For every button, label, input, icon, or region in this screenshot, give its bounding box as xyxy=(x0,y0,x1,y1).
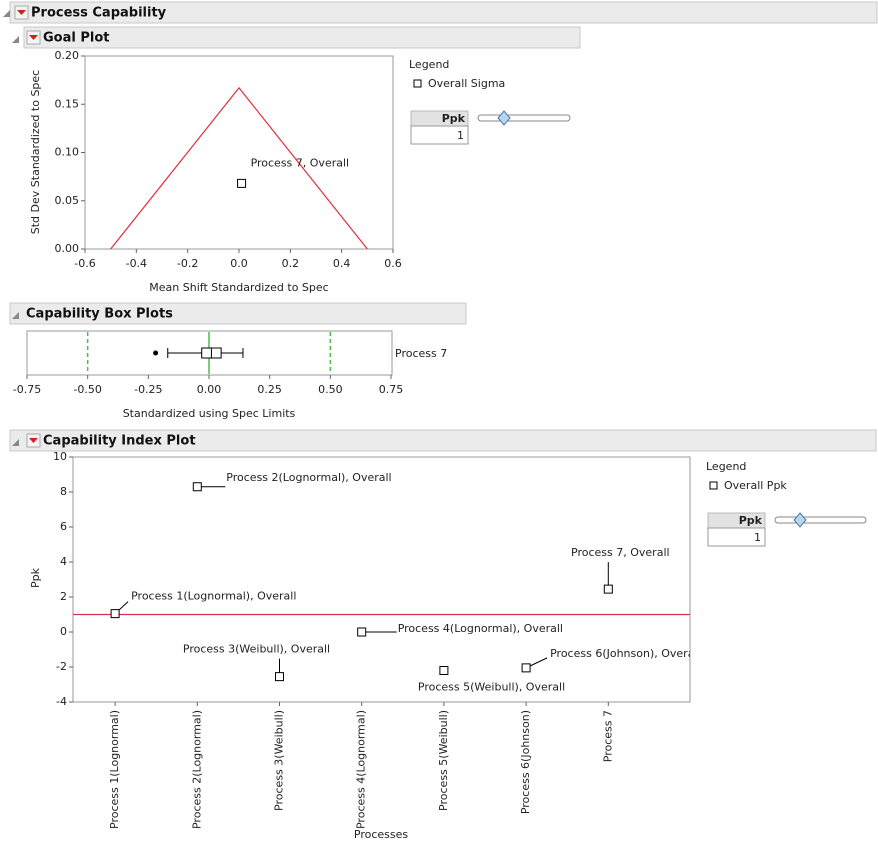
x-tick-label: -0.25 xyxy=(134,383,162,396)
y-tick-label: 0.15 xyxy=(55,97,80,110)
plot-frame xyxy=(72,456,691,703)
control-input[interactable] xyxy=(707,527,766,547)
y-tick-label: 6 xyxy=(60,520,67,533)
x-tick-label: Process 6(Johnson) xyxy=(519,710,532,814)
y-axis-label: Ppk xyxy=(29,567,42,588)
y-axis-label: Std Dev Standardized to Spec xyxy=(29,70,42,234)
legend-title: Legend xyxy=(706,460,746,473)
slider-track[interactable] xyxy=(774,516,867,524)
point-label: Process 7, Overall xyxy=(251,156,350,169)
y-tick-label: 0.05 xyxy=(55,194,80,207)
x-tick-label: -0.75 xyxy=(13,383,41,396)
section-title: Capability Index Plot xyxy=(43,434,196,449)
point-label: Process 5(Weibull), Overall xyxy=(418,681,565,694)
y-tick-label: 10 xyxy=(53,450,67,463)
x-tick-label: Process 5(Weibull) xyxy=(437,710,450,811)
x-tick-label: 0.0 xyxy=(230,257,248,270)
point-label: Process 3(Weibull), Overall xyxy=(183,643,330,656)
x-axis-label: Standardized using Spec Limits xyxy=(123,407,296,420)
data-point xyxy=(110,609,120,619)
legend-marker xyxy=(709,481,718,490)
menu-arrow xyxy=(29,438,38,443)
outlier xyxy=(153,350,159,356)
slider-thumb[interactable] xyxy=(497,110,511,126)
x-tick-label: Process 4(Lognormal) xyxy=(355,710,368,829)
data-point xyxy=(603,584,613,594)
plot-area: Process 1(Lognormal), Overall Process 2(L… xyxy=(73,471,700,694)
x-tick-label: 0.6 xyxy=(384,257,402,270)
y-tick-label: 8 xyxy=(60,485,67,498)
section-bar xyxy=(23,26,581,49)
plot-frame xyxy=(84,55,394,250)
data-point xyxy=(192,482,202,492)
y-tick-label: 0.10 xyxy=(55,146,80,159)
legend-marker xyxy=(413,79,422,88)
y-tick-label: 2 xyxy=(60,590,67,603)
section-bar xyxy=(9,429,877,452)
x-tick-label: 0.75 xyxy=(379,383,404,396)
goal-line xyxy=(110,86,368,250)
x-tick-label: Process 2(Lognormal) xyxy=(190,710,203,829)
x-tick-label: Process 3(Weibull) xyxy=(273,710,286,811)
section-title: Capability Box Plots xyxy=(26,307,173,322)
disclosure-icon[interactable] xyxy=(3,10,10,17)
point-label: Process 6(Johnson), Overall xyxy=(550,647,700,660)
disclosure-icon[interactable] xyxy=(12,36,19,43)
disclosure-icon[interactable] xyxy=(12,439,19,446)
legend-label: Overall Sigma xyxy=(428,77,505,90)
control-value: 1 xyxy=(457,129,464,142)
legend-label: Overall Ppk xyxy=(724,479,787,492)
point-label: Process 4(Lognormal), Overall xyxy=(398,622,563,635)
point-label: Process 2(Lognormal), Overall xyxy=(226,471,391,484)
x-tick-label: 0.25 xyxy=(257,383,282,396)
data-point xyxy=(237,178,247,188)
slider-thumb[interactable] xyxy=(793,512,807,528)
x-tick-label: Process 1(Lognormal) xyxy=(108,710,121,829)
control-label: Ppk xyxy=(442,112,466,125)
slider-track[interactable] xyxy=(477,114,571,122)
x-tick-label: 0.00 xyxy=(197,383,222,396)
data-point xyxy=(439,666,449,675)
category-label: Process 7 xyxy=(395,347,447,360)
y-tick-label: 0 xyxy=(60,625,67,638)
x-tick-label: 0.2 xyxy=(282,257,300,270)
y-tick-label: -2 xyxy=(56,660,67,673)
control-input[interactable] xyxy=(410,125,469,145)
section-bar xyxy=(9,302,467,325)
control-label: Ppk xyxy=(739,514,763,527)
x-tick-label: -0.2 xyxy=(177,257,198,270)
x-axis-label: Processes xyxy=(354,828,408,841)
data-point xyxy=(521,663,531,673)
data-point xyxy=(357,627,367,637)
legend-title: Legend xyxy=(409,58,449,71)
point-label: Process 7, Overall xyxy=(571,546,670,559)
x-tick-label: -0.4 xyxy=(126,257,147,270)
y-tick-label: 0.20 xyxy=(55,49,80,62)
y-tick-label: -4 xyxy=(56,695,67,708)
section-title: Goal Plot xyxy=(43,31,110,46)
x-tick-label: -0.6 xyxy=(74,257,95,270)
x-tick-label: 0.4 xyxy=(333,257,351,270)
x-tick-label: -0.50 xyxy=(73,383,101,396)
x-tick-label: Process 7 xyxy=(601,710,614,762)
x-tick-label: 0.50 xyxy=(318,383,343,396)
y-tick-label: 4 xyxy=(60,555,67,568)
report-title: Process Capability xyxy=(31,6,167,21)
point-label: Process 1(Lognormal), Overall xyxy=(131,590,296,603)
menu-arrow xyxy=(17,10,26,15)
x-axis-label: Mean Shift Standardized to Spec xyxy=(149,281,328,294)
menu-arrow xyxy=(29,35,38,40)
y-tick-label: 0.00 xyxy=(55,242,80,255)
data-point xyxy=(275,672,284,682)
disclosure-icon[interactable] xyxy=(12,312,19,319)
control-value: 1 xyxy=(754,531,761,544)
